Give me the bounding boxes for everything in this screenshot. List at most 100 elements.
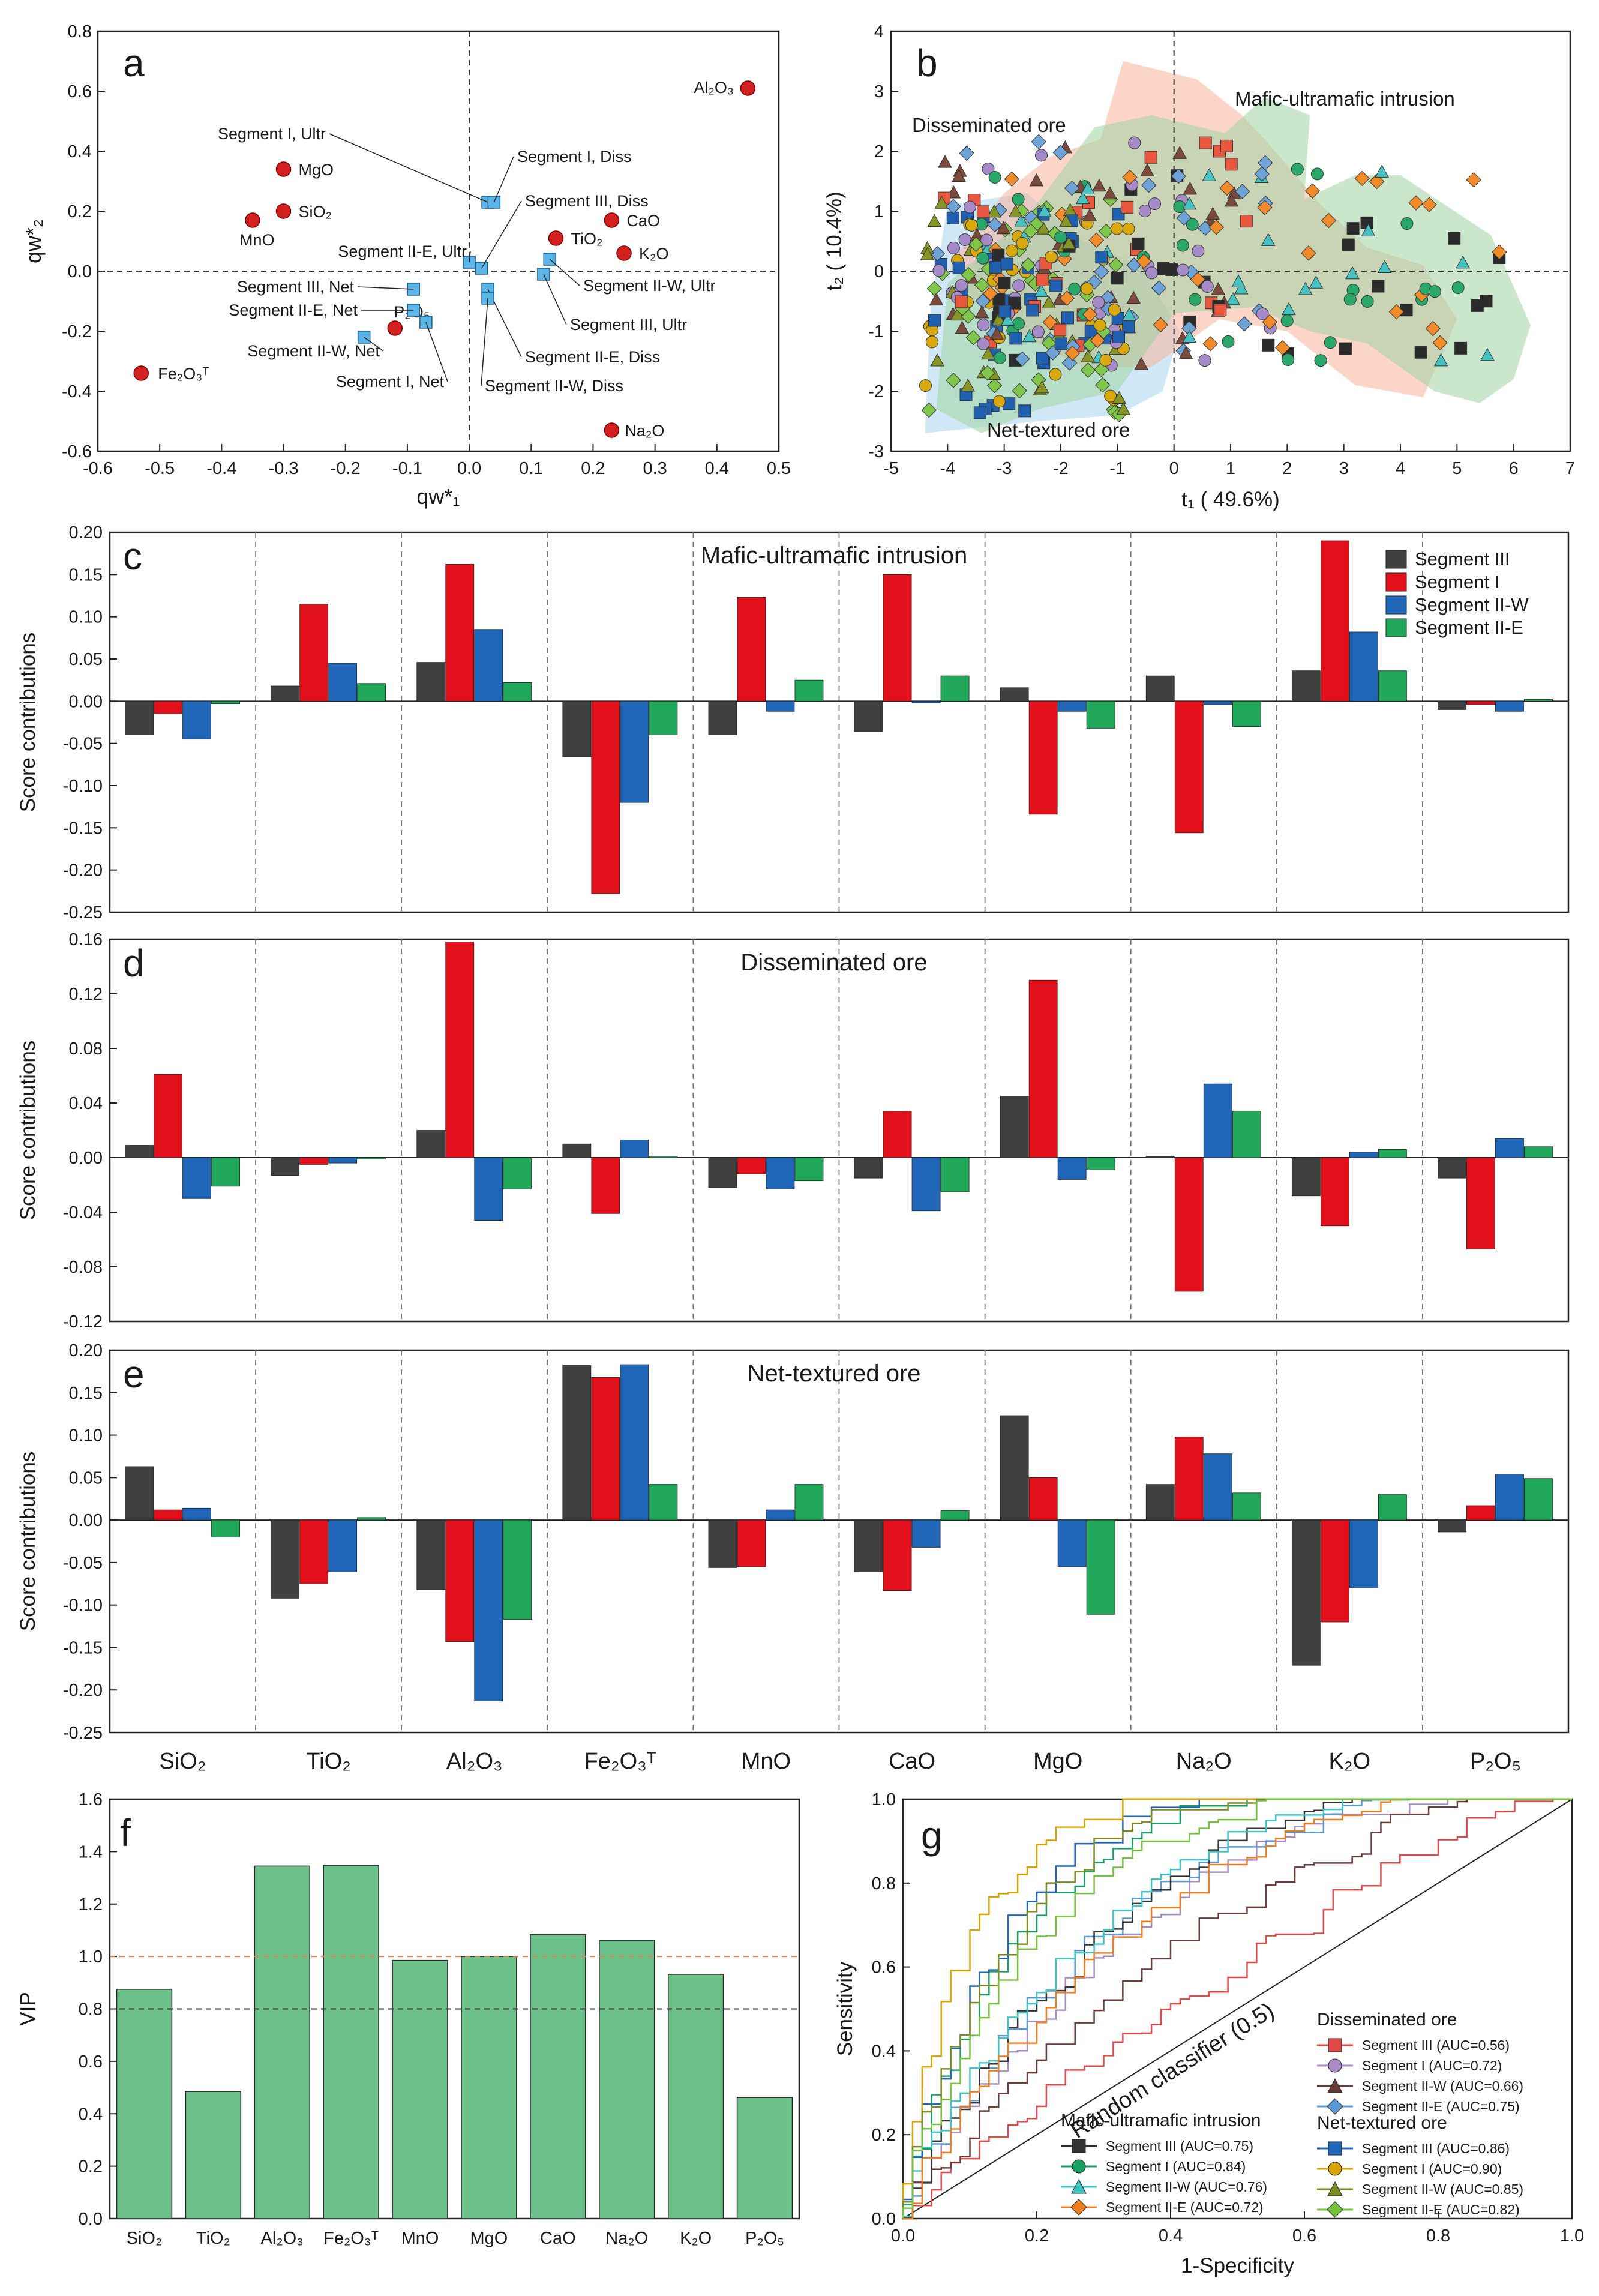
score-point [1128,136,1141,149]
score-point [938,155,952,168]
score-point [1122,307,1136,321]
x-category-label: K₂O [1329,1749,1371,1774]
bar [562,1143,592,1158]
score-point [1234,184,1250,199]
leader-line [481,200,522,269]
x-category-label: Fe₂O₃ᵀ [323,2229,379,2248]
bar [883,1111,912,1158]
bar [620,700,649,803]
score-point [961,379,976,392]
bar [328,663,358,702]
score-point [1068,283,1081,296]
score-point [1034,380,1049,394]
bar [940,1157,970,1192]
score-point [1054,323,1067,337]
bar [1232,700,1261,727]
y-tick-label: 0.2 [872,2126,896,2145]
legend-marker [1327,2078,1343,2093]
bar [1203,1083,1232,1158]
y-tick-label: -0.10 [63,1596,103,1615]
y-axis-title: VIP [16,1992,40,2025]
score-point [928,314,941,327]
bar [591,1377,620,1521]
score-point [1138,205,1151,218]
y-tick-label: 0.00 [69,1149,103,1168]
score-point [1012,279,1025,292]
plot-frame [97,30,780,452]
score-point [1064,345,1081,361]
y-tick-label: 1.0 [79,1947,103,1967]
score-point [1037,203,1052,217]
bar [1000,1415,1029,1521]
legend-label: Segment III [1415,548,1510,569]
variable-point [275,203,292,219]
roc-curve [902,1798,1572,2219]
y-tick-label: 1.4 [79,1842,103,1862]
score-point [1321,212,1337,229]
score-point [1354,170,1370,187]
legend-label: Segment II-E (AUC=0.75) [1362,2099,1520,2114]
legend-label: Segment III (AUC=0.75) [1106,2138,1253,2154]
legend-group-title: Net-textured ore [1317,2113,1447,2133]
score-point [1202,336,1218,352]
score-point [1082,307,1098,322]
x-category-label: MgO [470,2229,508,2248]
score-point [1198,354,1211,367]
score-point [1000,257,1013,271]
y-tick-label: -0.4 [62,382,92,401]
bar [1232,1492,1261,1521]
bar [1495,1474,1524,1521]
vip-bar [392,1959,448,2219]
score-point [1388,304,1405,320]
score-point [976,251,989,265]
bar [1495,700,1524,712]
score-point [1134,356,1148,370]
score-point [1008,204,1023,218]
y-tick-label: -3 [868,442,884,461]
x-tick-label: 0.8 [1426,2226,1450,2246]
score-point [1375,164,1389,178]
x-category-label: TiO₂ [196,2229,230,2248]
score-point [989,326,1004,340]
score-point [1145,266,1159,280]
score-point [1136,253,1152,269]
y-axis-title: Sensitivity [833,1961,857,2056]
legend-marker [1327,2098,1343,2115]
y-tick-label: 0.8 [872,1874,896,1893]
segment-label: Segment II-W, Net [247,342,380,360]
score-point [1208,220,1225,235]
score-point [1126,290,1141,304]
score-point [1036,221,1051,235]
score-point [981,346,995,360]
score-point [1432,335,1448,350]
y-tick-label: 0.4 [68,142,92,161]
score-point [1116,401,1131,415]
y-tick-label: 0.10 [69,1426,103,1446]
score-point [1454,341,1468,355]
x-category-label: Fe₂O₃ᵀ [584,1749,657,1774]
score-point [977,337,990,350]
bar [154,700,182,714]
x-tick-label: 1 [1226,459,1235,478]
panel-d-disseminated-contributions: -0.12 -0.08 -0.04 0.00 0.04 0.08 0.12 0.16 d Diss… [16,930,1570,1332]
score-point [952,261,965,274]
y-tick-label: -0.20 [63,1681,103,1700]
score-point [993,351,1006,364]
vip-bar [254,1865,310,2219]
score-point [1189,293,1202,306]
score-point [1036,352,1049,365]
legend-label: Segment II-E (AUC=0.72) [1106,2199,1264,2215]
y-tick-label: 0.15 [69,565,103,585]
leader-line [481,298,488,386]
score-point [1261,233,1276,246]
panel-g-roc-curves: 0.0 0.2 0.4 0.6 0.8 1.00.00.20.40.60.81.0gRan… [833,1790,1584,2277]
score-point [1282,302,1296,316]
score-point [1088,232,1105,248]
bar [211,1519,240,1537]
score-point [1433,353,1448,367]
diagonal-line [902,1799,1573,2219]
score-point [1256,307,1269,320]
y-tick-label: 4 [874,22,884,41]
segment-label: Segment I, Ultr [218,125,326,143]
roc-curve [903,1798,1572,2220]
